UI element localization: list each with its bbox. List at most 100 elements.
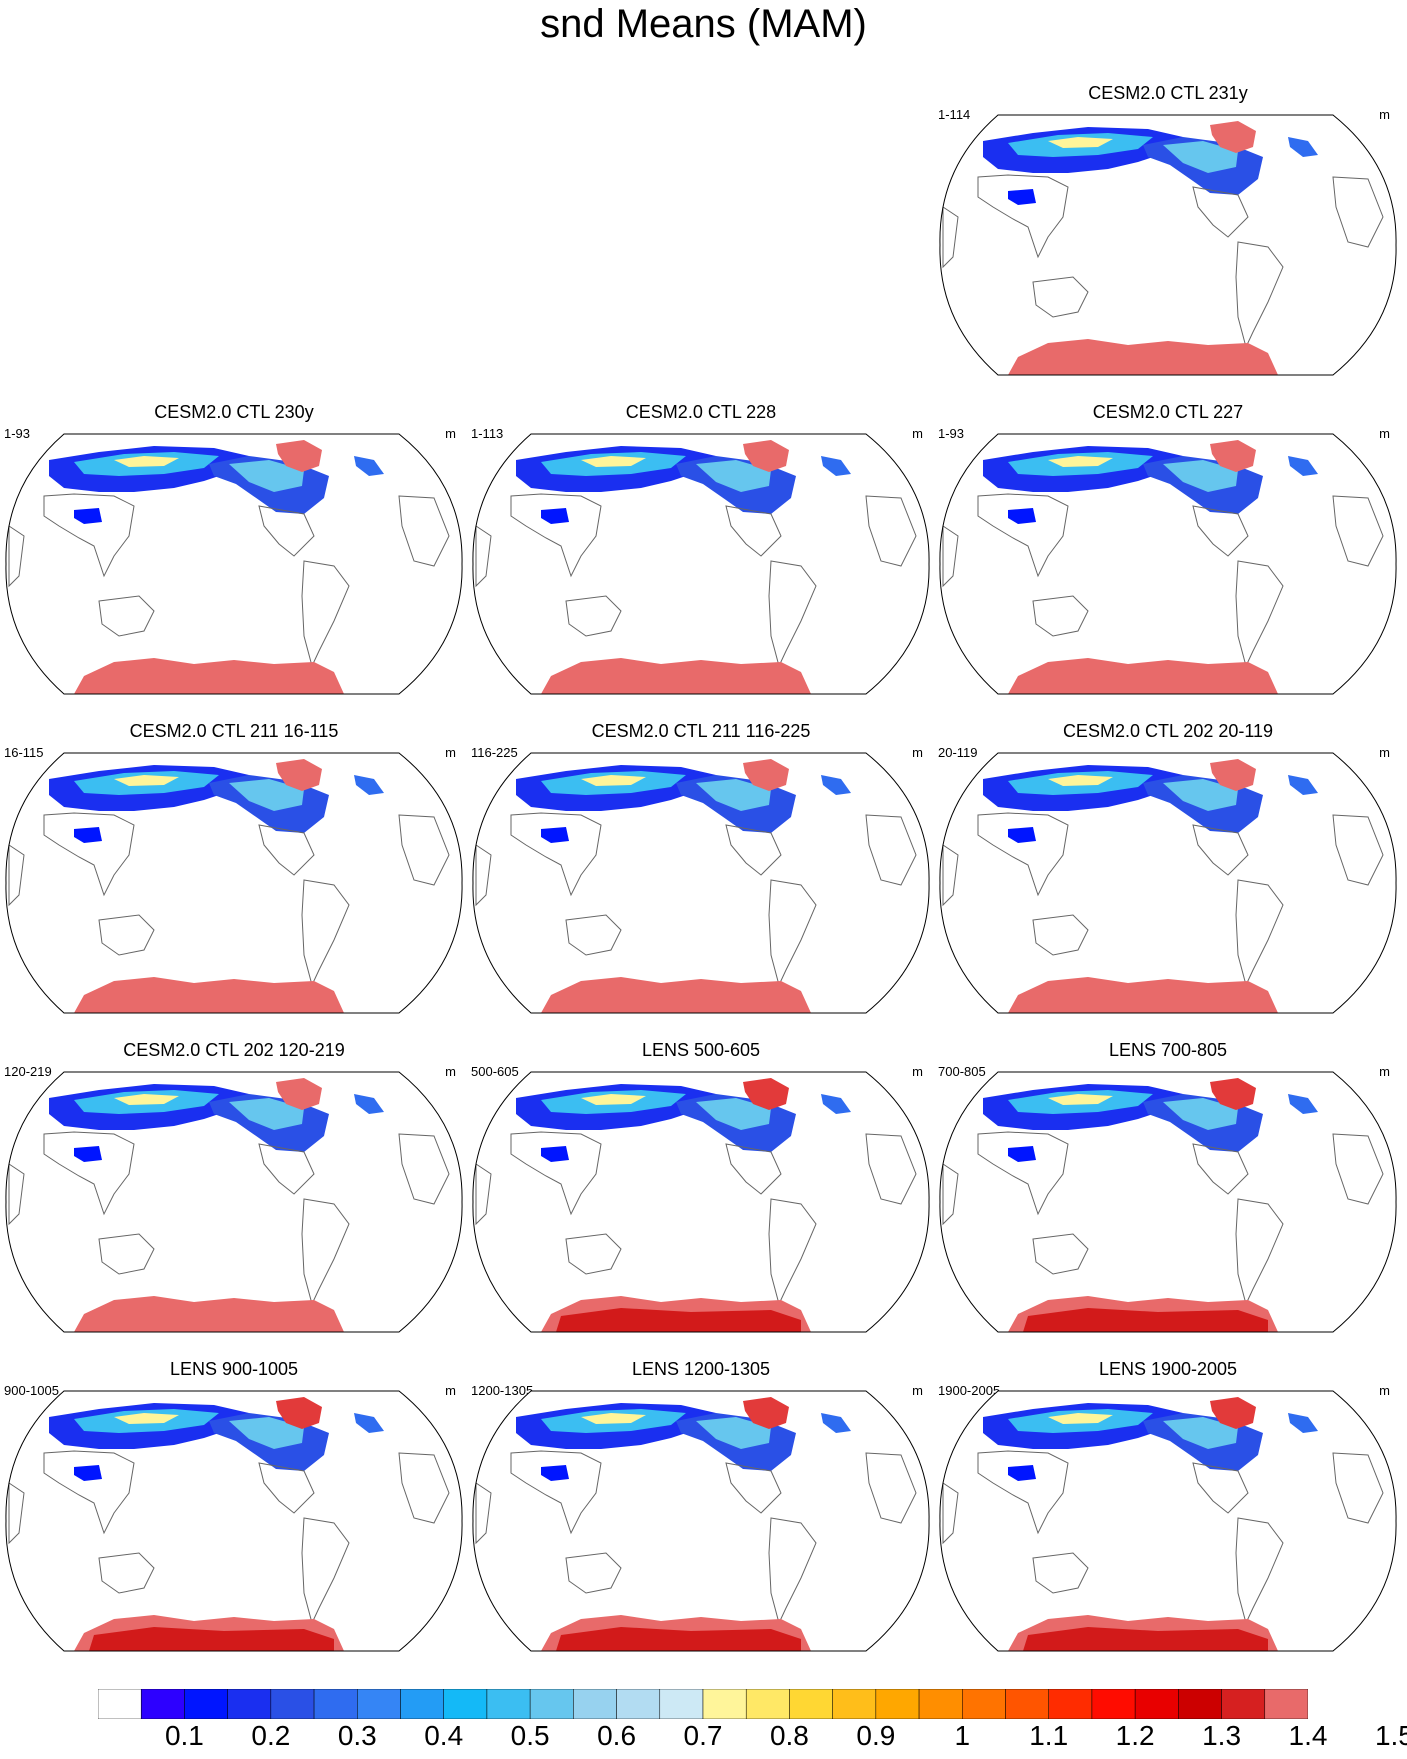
tibet-snow-region [541,1465,569,1481]
panel-units-label: m [912,1383,923,1398]
greenland-region [743,440,789,472]
globe-outline [939,1071,1397,1333]
europe-snow-region [354,456,384,476]
north-america-snow-deep-region [696,460,771,492]
africa-west-outline [475,1163,492,1226]
eurasia-snow-peak-region [581,1094,646,1105]
south-america-outline [301,560,350,668]
greenland-region [743,1397,789,1429]
europe-snow-region [1288,1413,1318,1433]
europe-snow-region [1288,137,1318,157]
panel-units-label: m [1379,107,1390,122]
eurasia-snow-peak-region [581,456,646,467]
map-panel: LENS 500-605 500-605 m [471,1040,931,1340]
europe-snow-region [821,1094,851,1114]
globe-outline [939,1390,1397,1652]
colorbar-swatch [573,1689,617,1719]
australia-outline [98,595,155,637]
north-america-snow-deep-region [696,1098,771,1130]
panel-range-label: 700-805 [938,1064,986,1079]
tibet-snow-region [74,827,102,843]
map-panel: CESM2.0 CTL 211 116-225 116-225 m [471,721,931,1021]
colorbar-tick-label: 1.4 [1288,1720,1328,1751]
eurasia-snow-peak-region [114,456,179,467]
europe-snow-region [354,1094,384,1114]
north-america-outline [1192,505,1249,557]
panel-units-label: m [445,1064,456,1079]
africa-outline [865,495,917,567]
south-america-outline [1235,560,1284,668]
tibet-snow-region [1008,827,1036,843]
colorbar-swatch [140,1689,185,1719]
asia-outline [977,493,1069,578]
asia-outline [977,812,1069,897]
south-america-outline [768,1198,817,1306]
north-america-outline [258,505,315,557]
eurasia-snow-peak-region [1048,775,1113,786]
colorbar-swatch [1005,1689,1049,1719]
robinson-map [5,1390,463,1652]
globe-outline [5,752,463,1014]
colorbar-swatch [702,1689,747,1719]
robinson-map [939,752,1397,1014]
eurasia-snow-peak-region [1048,456,1113,467]
asia-outline [510,812,602,897]
panel-range-label: 1-93 [938,426,965,441]
panel-title: CESM2.0 CTL 231y [1088,83,1248,103]
panel-title: LENS 500-605 [641,1040,761,1060]
globe-outline [472,1071,930,1333]
greenland-region [1210,759,1256,791]
africa-outline [865,814,917,886]
colorbar-tick-label: 1.1 [1029,1720,1069,1751]
panel-title: CESM2.0 CTL 211 116-225 [591,721,811,741]
colorbar-tick-label: 0.4 [424,1720,464,1751]
greenland-region [276,759,322,791]
colorbar-swatch [1264,1689,1308,1719]
south-america-outline [301,1517,350,1625]
greenland-region [276,1078,322,1110]
map-panel: LENS 900-1005 900-1005 m [4,1359,464,1659]
eurasia-snow-peak-region [1048,1094,1113,1105]
eurasia-snow-peak-region [581,1413,646,1424]
panel-range-label: 120-219 [4,1064,52,1079]
panel-range-label: 500-605 [471,1064,519,1079]
colorbar-swatch [918,1689,963,1719]
colorbar-swatch [1048,1689,1093,1719]
colorbar-swatch [1091,1689,1136,1719]
south-america-outline [301,879,350,987]
north-america-snow-deep-region [696,779,771,811]
map-panel: LENS 700-805 700-805 m [938,1040,1398,1340]
africa-outline [398,1133,450,1205]
europe-snow-region [821,775,851,795]
greenland-region [743,759,789,791]
panel-units-label: m [445,426,456,441]
asia-outline [43,1450,135,1535]
greenland-region [276,440,322,472]
africa-west-outline [942,206,959,269]
africa-west-outline [8,1163,25,1226]
panel-title: CESM2.0 CTL 211 16-115 [129,721,339,741]
asia-outline [510,1131,602,1216]
north-america-outline [1192,824,1249,876]
australia-outline [98,1233,155,1275]
asia-outline [510,493,602,578]
asia-outline [977,1450,1069,1535]
africa-outline [1332,495,1384,567]
africa-outline [398,1452,450,1524]
robinson-map [939,1071,1397,1333]
asia-outline [977,174,1069,259]
antarctica-region [74,1296,344,1332]
robinson-map [939,433,1397,695]
north-america-outline [725,1143,782,1195]
colorbar-tick-label: 0.3 [337,1720,377,1751]
colorbar-swatch [875,1689,920,1719]
colorbar-swatch [184,1689,228,1719]
panel-range-label: 1200-1305 [471,1383,534,1398]
colorbar-swatch [745,1689,790,1719]
australia-outline [98,1552,155,1594]
europe-snow-region [1288,775,1318,795]
panel-range-label: 1900-2005 [938,1383,1001,1398]
north-america-outline [725,505,782,557]
africa-west-outline [475,525,492,588]
panel-units-label: m [912,1064,923,1079]
